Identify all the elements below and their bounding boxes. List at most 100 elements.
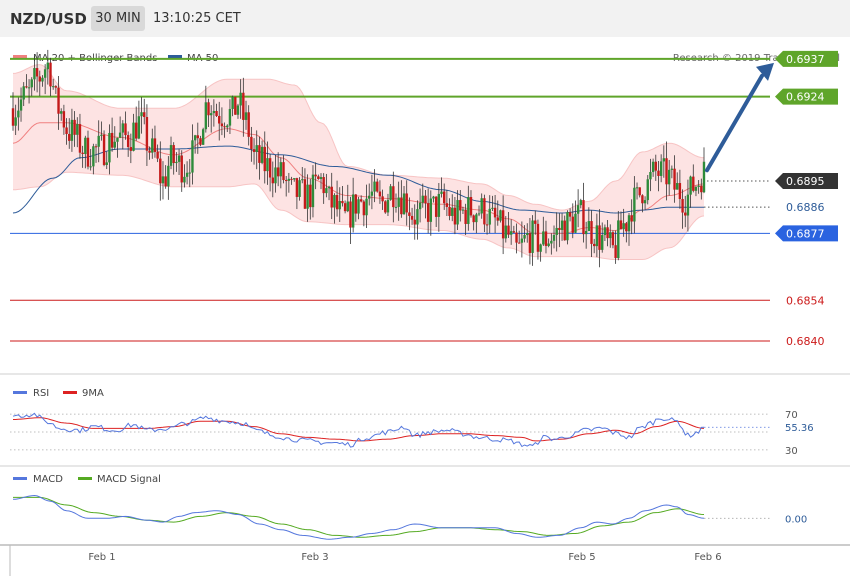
candle-body	[201, 129, 205, 145]
candle-body	[19, 99, 23, 111]
candle-body	[54, 86, 58, 88]
x-axis-labels: Feb 1 Feb 3 Feb 5 Feb 6	[88, 552, 721, 563]
candle-body	[440, 191, 443, 194]
level-badge-0.6895	[775, 173, 838, 189]
candle-body	[424, 195, 427, 204]
candle-body	[622, 223, 625, 230]
price-levels: 0.6937 0.6924 0.6895 0.6886 0.6877 0.6854 0.68…	[10, 50, 838, 348]
candle-body	[65, 127, 68, 134]
candle-body	[231, 96, 234, 109]
candle-body	[579, 200, 582, 206]
candle-body	[293, 178, 296, 180]
candle-body	[126, 135, 130, 148]
candle-body	[568, 212, 572, 217]
candle-body	[239, 92, 242, 106]
candle-body	[477, 213, 481, 215]
legend-label-rsi: RSI	[33, 388, 49, 399]
rsi-tick-30: 30	[785, 446, 798, 457]
candle-body	[649, 172, 652, 180]
x-label-feb6: Feb 6	[694, 552, 721, 563]
candle-body	[665, 158, 668, 185]
candle-body	[558, 227, 561, 230]
candle-body	[70, 119, 74, 141]
candle-body	[153, 138, 157, 152]
candle-body	[102, 134, 106, 165]
candle-body	[330, 186, 333, 208]
rsi-current-value: 55.36	[785, 423, 814, 434]
candle-body	[185, 172, 189, 177]
candle-body	[97, 135, 100, 147]
level-value-0.6886: 0.6886	[786, 201, 825, 214]
candle-body	[483, 198, 486, 225]
candle-body	[386, 199, 390, 213]
candle-body	[276, 167, 280, 177]
candle-body	[137, 116, 141, 139]
candle-body	[590, 221, 593, 244]
candle-body	[638, 187, 641, 196]
candle-body	[247, 112, 250, 137]
candle-body	[46, 62, 50, 70]
candle-body	[410, 215, 414, 220]
candle-body	[392, 186, 395, 208]
candle-body	[100, 134, 103, 136]
candle-body	[177, 155, 181, 162]
legend-label-macd: MACD	[33, 474, 63, 485]
candle-body	[528, 233, 532, 253]
candle-body	[252, 149, 256, 152]
candle-body	[349, 201, 352, 228]
candle-body	[135, 122, 138, 139]
candle-body	[491, 207, 494, 209]
candle-body	[534, 220, 537, 224]
level-badge-0.6924	[775, 88, 838, 105]
candle-body	[317, 176, 320, 179]
candle-body	[148, 150, 151, 153]
candle-body	[384, 201, 387, 213]
candle-body	[116, 137, 119, 142]
candle-body	[584, 230, 588, 235]
candle-body	[268, 158, 272, 178]
candle-body	[547, 243, 550, 246]
candle-body	[651, 161, 655, 173]
bollinger-lower-line	[13, 171, 705, 260]
candle-body	[517, 242, 521, 244]
candle-body	[689, 176, 692, 195]
candle-body	[488, 208, 491, 225]
candle-body	[445, 203, 449, 207]
macd-panel: 0.00	[12, 494, 807, 540]
level-value-0.6895: 0.6895	[786, 175, 825, 188]
candle-body	[592, 243, 596, 247]
candle-body	[266, 158, 269, 172]
timeframe-button[interactable]: 30 MIN	[91, 6, 145, 31]
bollinger-upper-line	[12, 64, 705, 211]
candle-body	[92, 146, 95, 167]
candle-body	[633, 187, 636, 222]
candle-body	[603, 227, 607, 236]
level-badge-0.6877	[775, 225, 838, 242]
candle-body	[493, 207, 497, 218]
candle-body	[11, 108, 15, 126]
rsi-legend: RSI 9MA	[13, 388, 104, 399]
legend-label-macd-signal: MACD Signal	[97, 474, 161, 485]
candle-body	[76, 124, 79, 135]
rsi-tick-70: 70	[785, 410, 798, 421]
candle-body	[183, 176, 186, 183]
candle-body	[242, 92, 245, 120]
candle-body	[62, 111, 66, 128]
legend-swatch-ma20	[13, 55, 27, 58]
candle-body	[587, 221, 591, 231]
candle-body	[78, 124, 82, 153]
candle-body	[542, 231, 545, 245]
candle-body	[156, 151, 159, 159]
candle-body	[167, 165, 170, 187]
legend-swatch-rsi	[13, 391, 27, 394]
candle-body	[402, 193, 406, 215]
candle-body	[43, 69, 47, 78]
candle-body	[609, 232, 612, 239]
candle-body	[172, 145, 175, 164]
candle-body	[89, 166, 92, 168]
candle-body	[333, 195, 336, 208]
candle-body	[421, 195, 424, 203]
candle-body	[73, 119, 76, 135]
candle-body	[464, 209, 467, 224]
candle-body	[33, 68, 36, 80]
